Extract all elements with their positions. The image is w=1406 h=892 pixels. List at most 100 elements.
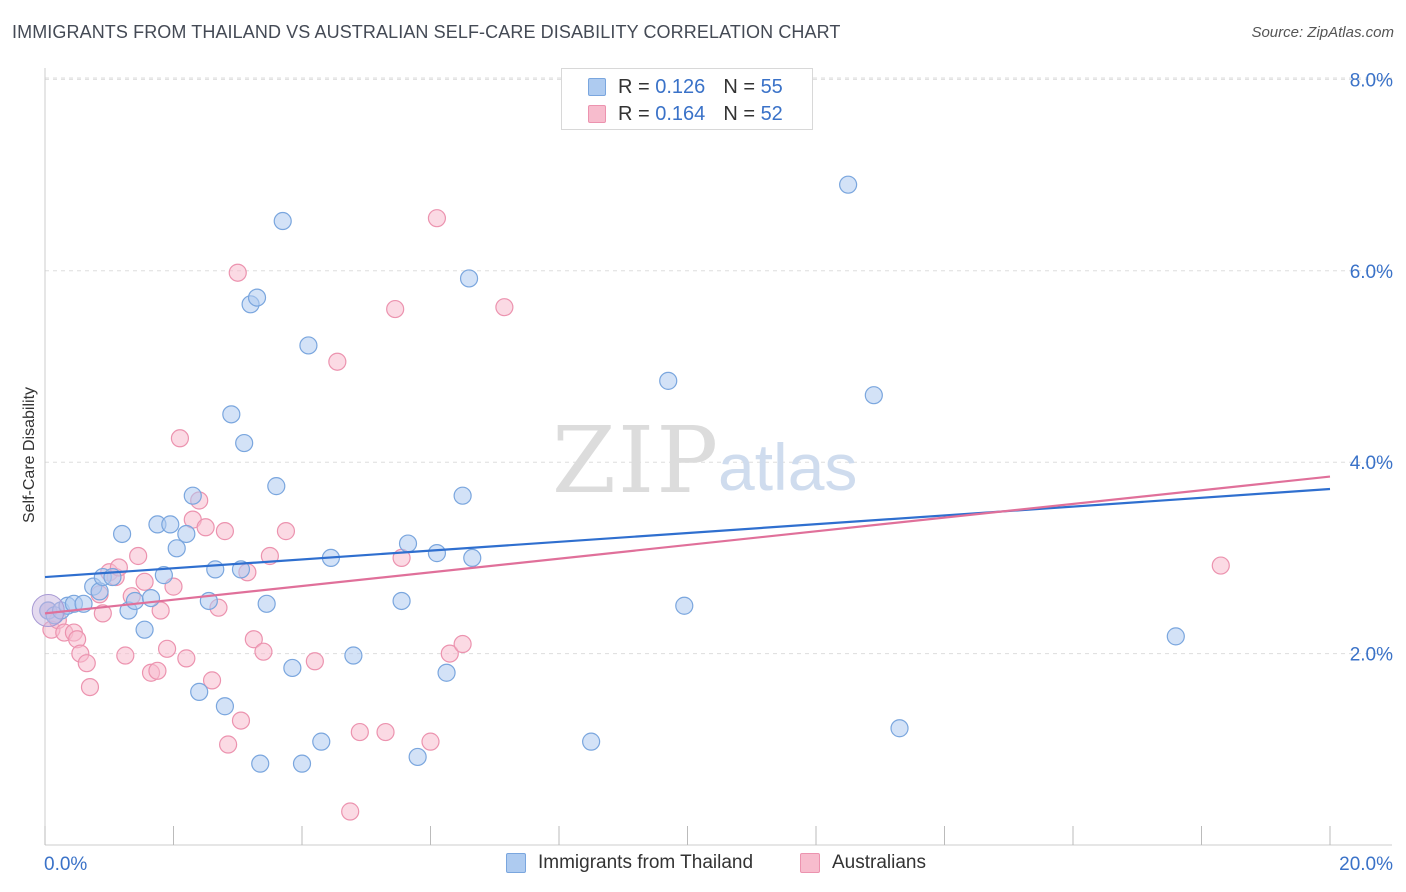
thailand-point xyxy=(1166,627,1185,646)
australians-point xyxy=(376,722,395,742)
australians-point xyxy=(80,677,100,697)
source-label: Source: ZipAtlas.com xyxy=(1251,24,1394,41)
thailand-point xyxy=(292,754,312,773)
thailand-point xyxy=(675,596,694,615)
thailand-point xyxy=(167,539,186,558)
n-value: 52 xyxy=(760,102,783,125)
thailand-point xyxy=(235,433,254,453)
australians-point xyxy=(276,522,296,541)
thailand-point xyxy=(312,732,331,751)
thailand-point xyxy=(231,560,251,579)
thailand-point xyxy=(190,682,209,701)
australians-point xyxy=(202,671,222,690)
y-tick-label: 2.0% xyxy=(1350,645,1393,666)
australians-point xyxy=(77,654,96,673)
r-label: R = xyxy=(618,102,650,125)
y-tick-label: 6.0% xyxy=(1350,262,1393,283)
australians-point xyxy=(93,604,112,623)
thailand-point xyxy=(141,588,161,608)
legend-row-australians: R = 0.164 N = 52 xyxy=(588,102,783,126)
thailand-swatch xyxy=(588,78,606,96)
thailand-point xyxy=(392,591,411,611)
australians-point xyxy=(421,732,440,751)
australians-swatch xyxy=(800,853,820,873)
r-value: 0.126 xyxy=(655,75,706,98)
australians-point xyxy=(305,652,324,671)
australians-point xyxy=(386,299,405,319)
thailand-point xyxy=(161,515,180,534)
thailand-point xyxy=(299,336,318,355)
legend-item-australians[interactable]: Australians xyxy=(800,852,926,874)
thailand-point xyxy=(459,269,479,288)
thailand-point xyxy=(344,646,363,665)
legend-label-thailand: Immigrants from Thailand xyxy=(538,852,754,873)
australians-point xyxy=(231,711,251,730)
thailand-point xyxy=(437,663,456,682)
thailand-swatch xyxy=(506,853,526,873)
australians-point xyxy=(135,572,154,591)
thailand-point xyxy=(183,486,202,505)
australians-point xyxy=(148,661,167,680)
thailand-point xyxy=(582,732,601,751)
australians-point xyxy=(350,722,369,742)
r-value: 0.164 xyxy=(655,102,706,125)
legend-row-thailand: R = 0.126 N = 55 xyxy=(588,75,783,99)
thailand-point xyxy=(135,620,154,639)
chart-title: IMMIGRANTS FROM THAILAND VS AUSTRALIAN S… xyxy=(12,22,841,42)
thailand-point xyxy=(177,524,196,544)
x-tick-label: 20.0% xyxy=(1339,854,1393,875)
watermark-atlas: atlas xyxy=(718,430,857,504)
x-tick-label: 0.0% xyxy=(44,854,87,875)
australians-point xyxy=(116,646,135,665)
thailand-point xyxy=(112,524,132,544)
correlation-legend: R = 0.126 N = 55 R = 0.164 N = 52 xyxy=(561,68,813,130)
r-label: R = xyxy=(618,75,650,98)
y-tick-label: 4.0% xyxy=(1350,453,1393,474)
australians-point xyxy=(129,546,148,566)
y-tick-label: 8.0% xyxy=(1350,70,1393,91)
australians-point xyxy=(170,429,190,448)
australians-point xyxy=(328,352,347,371)
thailand-point xyxy=(408,747,427,767)
australians-point xyxy=(260,546,279,566)
legend-label-australians: Australians xyxy=(832,852,926,873)
thailand-point xyxy=(659,371,678,390)
thailand-point xyxy=(453,486,472,505)
australians-point xyxy=(453,634,472,654)
thailand-point xyxy=(864,386,883,405)
thailand-point xyxy=(206,560,225,579)
thailand-point xyxy=(247,288,267,307)
legend-item-thailand[interactable]: Immigrants from Thailand xyxy=(506,852,753,874)
thailand-point xyxy=(257,594,276,613)
australians-trendline xyxy=(44,475,1331,615)
thailand-trendline xyxy=(44,487,1331,579)
australians-swatch xyxy=(588,105,606,123)
australians-point xyxy=(157,639,177,658)
australians-point xyxy=(244,630,263,649)
australians-point xyxy=(196,518,215,537)
series-legend: Immigrants from Thailand Australians xyxy=(0,852,1406,878)
thailand-point xyxy=(283,658,302,678)
australians-point xyxy=(1211,556,1230,575)
australians-point xyxy=(341,802,360,821)
australians-point xyxy=(495,298,514,317)
thailand-point xyxy=(267,477,286,496)
thailand-point xyxy=(251,754,270,773)
thailand-point xyxy=(154,566,173,585)
australians-point xyxy=(215,522,234,541)
cluster-point xyxy=(31,594,65,628)
n-label: N = xyxy=(723,102,755,125)
thailand-point xyxy=(222,405,241,424)
australians-point xyxy=(254,642,273,661)
n-value: 55 xyxy=(760,75,783,98)
watermark-zip: ZIP xyxy=(552,407,720,514)
australians-point xyxy=(440,644,459,663)
thailand-point xyxy=(463,548,482,568)
australians-point xyxy=(427,209,447,228)
n-label: N = xyxy=(723,75,755,98)
thailand-point xyxy=(215,697,234,716)
australians-point xyxy=(219,735,238,754)
australians-point xyxy=(177,649,196,668)
thailand-point xyxy=(398,534,418,553)
